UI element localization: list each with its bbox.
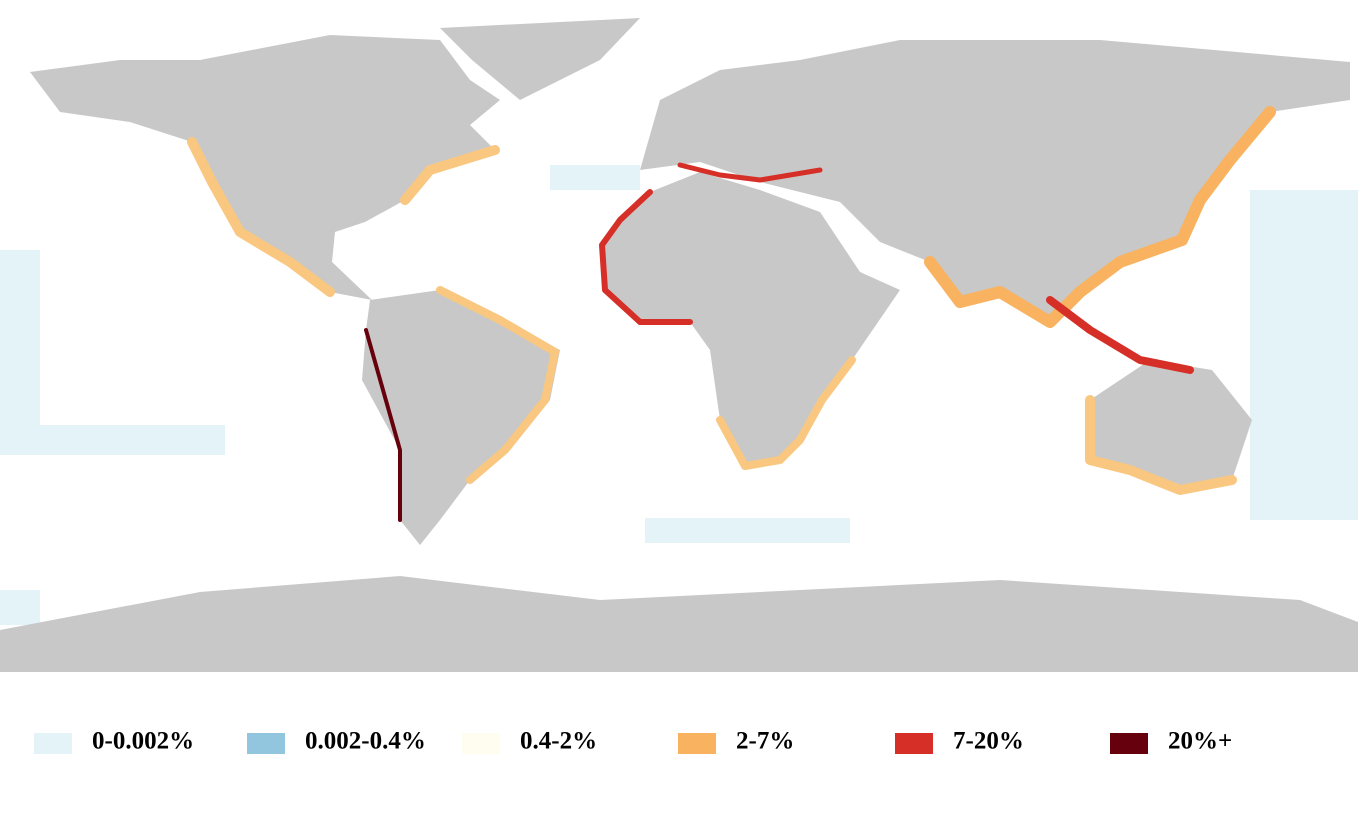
coast-band <box>364 328 402 522</box>
coast-band <box>599 189 693 325</box>
coast-band <box>187 137 335 297</box>
sea-patch <box>0 590 40 625</box>
coast-band <box>400 145 500 205</box>
land-australia <box>1090 360 1252 490</box>
coast-band <box>1046 296 1194 374</box>
legend-label: 7-20% <box>953 728 1024 755</box>
open-sea-low <box>0 165 1358 625</box>
legend-swatch <box>895 733 933 754</box>
coast-band <box>1085 395 1237 495</box>
land-south-america <box>362 290 560 545</box>
coast-band <box>436 286 559 484</box>
legend-swatch <box>462 733 500 754</box>
legend-swatch <box>34 733 72 754</box>
sea-patch <box>0 250 40 430</box>
legend-swatch <box>678 733 716 754</box>
legend-label: 2-7% <box>736 728 794 755</box>
map <box>0 18 1358 672</box>
land-greenland <box>440 18 640 100</box>
legend-label: 0-0.002% <box>92 728 194 755</box>
coastal-bands <box>187 106 1276 522</box>
coast-band <box>677 162 823 183</box>
continents <box>0 18 1358 672</box>
sea-patch <box>550 165 640 190</box>
sea-patch <box>645 518 850 543</box>
land-north-america <box>30 35 500 300</box>
legend-label: 0.4-2% <box>520 728 597 755</box>
legend-swatch <box>1110 733 1148 754</box>
legend-swatch <box>247 733 285 754</box>
land-eurasia <box>640 40 1350 322</box>
coast-band <box>716 356 856 470</box>
legend-label: 20%+ <box>1168 728 1232 755</box>
coast-band <box>924 106 1276 328</box>
legend-label: 0.002-0.4% <box>305 728 426 755</box>
sea-patch <box>1250 190 1358 520</box>
legend: 0-0.002% 0.002-0.4% 0.4-2% 2-7% 7-20% 20%+ <box>34 728 1232 755</box>
sea-patch <box>0 425 225 455</box>
land-antarctica <box>0 576 1358 672</box>
